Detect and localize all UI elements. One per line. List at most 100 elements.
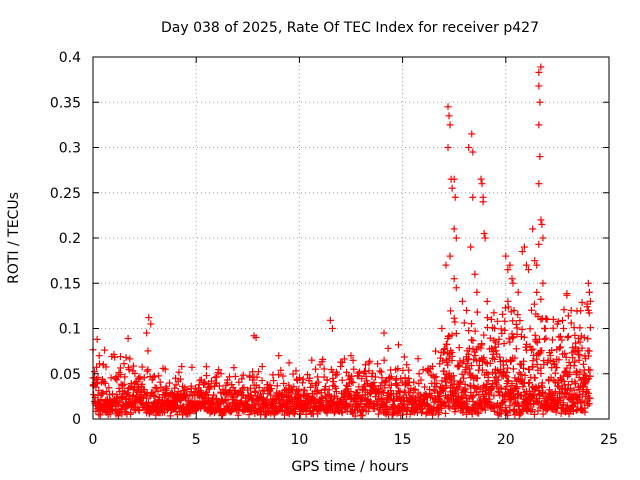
- data-point: [583, 385, 591, 393]
- data-point: [577, 406, 585, 414]
- data-point: [531, 374, 539, 382]
- data-point: [537, 216, 545, 224]
- data-point: [210, 409, 218, 417]
- data-point: [483, 297, 491, 305]
- data-point: [529, 345, 537, 353]
- data-point: [498, 406, 506, 414]
- data-point: [556, 343, 564, 351]
- data-point: [586, 366, 594, 374]
- data-point: [426, 393, 434, 401]
- data-point: [147, 320, 155, 328]
- data-point: [477, 175, 485, 183]
- data-point: [560, 393, 568, 401]
- data-point: [290, 383, 298, 391]
- data-point: [452, 234, 460, 242]
- data-point: [509, 317, 517, 325]
- data-point: [512, 320, 520, 328]
- data-point: [486, 359, 494, 367]
- data-point: [320, 365, 328, 373]
- data-point: [299, 375, 307, 383]
- data-point: [475, 409, 483, 417]
- data-point: [440, 345, 448, 353]
- data-point: [566, 369, 574, 377]
- data-point: [543, 315, 551, 323]
- data-point: [569, 354, 577, 362]
- data-point: [535, 68, 543, 76]
- data-point: [536, 153, 544, 161]
- data-point: [529, 225, 537, 233]
- data-point: [533, 288, 541, 296]
- data-point: [166, 412, 174, 420]
- data-point: [279, 372, 287, 380]
- data-point: [535, 121, 543, 129]
- y-tick-label: 0.35: [50, 95, 81, 111]
- data-point: [280, 379, 288, 387]
- data-point: [102, 363, 110, 371]
- data-point: [376, 367, 384, 375]
- data-point: [529, 357, 537, 365]
- data-point: [528, 406, 536, 414]
- data-point: [468, 130, 476, 138]
- data-point: [536, 98, 544, 106]
- data-point: [468, 410, 476, 418]
- data-point: [111, 353, 119, 361]
- data-point: [95, 352, 103, 360]
- data-point: [478, 340, 486, 348]
- grid-lines: [93, 57, 609, 419]
- data-point: [394, 403, 402, 411]
- data-point: [203, 391, 211, 399]
- data-point: [267, 385, 275, 393]
- data-point: [490, 309, 498, 317]
- data-point: [202, 363, 210, 371]
- data-point: [456, 379, 464, 387]
- data-point: [553, 364, 561, 372]
- data-point: [455, 383, 463, 391]
- data-point: [332, 388, 340, 396]
- data-point: [217, 370, 225, 378]
- data-point: [168, 407, 176, 415]
- data-point: [500, 340, 508, 348]
- data-point: [487, 315, 495, 323]
- data-point: [564, 334, 572, 342]
- data-point: [520, 333, 528, 341]
- data-point: [462, 363, 470, 371]
- data-point: [125, 366, 133, 374]
- data-point: [580, 360, 588, 368]
- data-point: [177, 396, 185, 404]
- data-point: [97, 395, 105, 403]
- data-point: [451, 318, 459, 326]
- data-point: [231, 372, 239, 380]
- data-point: [554, 318, 562, 326]
- x-axis-label: GPS time / hours: [291, 459, 408, 475]
- data-point: [93, 380, 101, 388]
- data-point: [349, 356, 357, 364]
- data-point: [172, 381, 180, 389]
- data-point: [350, 365, 358, 373]
- y-tick-label: 0.15: [50, 276, 81, 292]
- data-point: [511, 354, 519, 362]
- data-point: [384, 344, 392, 352]
- data-point: [324, 390, 332, 398]
- x-tick-label: 5: [192, 432, 201, 448]
- data-point: [107, 374, 115, 382]
- data-point: [430, 386, 438, 394]
- data-point: [507, 308, 515, 316]
- data-point: [560, 325, 568, 332]
- data-point: [155, 372, 163, 380]
- data-point: [514, 288, 522, 296]
- data-point: [469, 193, 477, 201]
- data-point: [542, 334, 550, 342]
- data-point: [537, 369, 545, 377]
- data-point: [400, 400, 408, 408]
- data-point: [332, 384, 340, 392]
- y-tick-label: 0.4: [59, 50, 81, 66]
- data-point: [528, 391, 536, 399]
- data-point: [530, 410, 538, 418]
- data-point: [138, 380, 146, 388]
- data-point: [563, 290, 571, 298]
- data-point: [576, 368, 584, 376]
- data-point: [386, 374, 394, 382]
- data-point: [482, 359, 490, 367]
- data-point: [486, 334, 494, 342]
- data-point: [351, 412, 359, 420]
